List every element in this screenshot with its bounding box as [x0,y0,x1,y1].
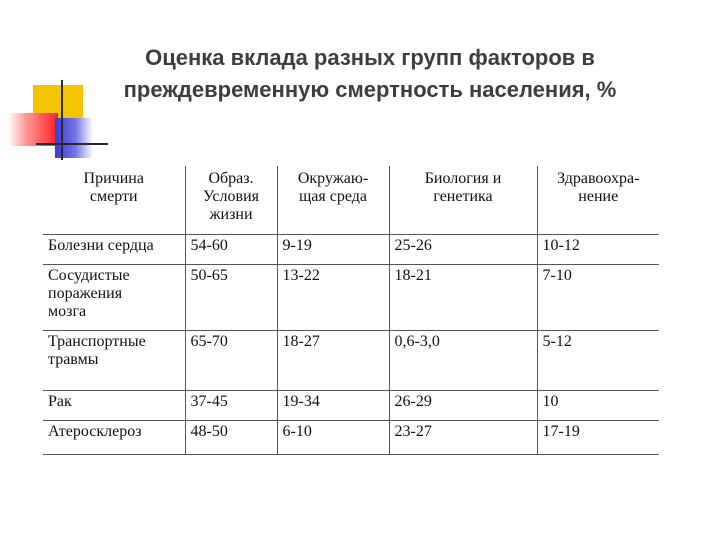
cell-cause: Рак [43,390,186,421]
cell-environment: 6-10 [276,420,390,455]
cell-cause: Сосудистые поражения мозга [43,264,186,331]
header-biology: Биология и генетика [388,166,538,235]
decor-horizontal-line [36,143,108,145]
cell-biology: 23-27 [388,420,538,455]
factors-table: Причина смерти Образ. Условия жизни Окру… [43,166,659,455]
cell-healthcare: 17-19 [536,420,659,455]
cell-healthcare: 7-10 [536,264,659,331]
cell-biology: 25-26 [388,234,538,265]
cell-lifestyle: 37-45 [184,390,278,421]
cell-healthcare: 10-12 [536,234,659,265]
header-healthcare: Здравоохра- нение [536,166,659,235]
cell-biology: 26-29 [388,390,538,421]
cell-healthcare: 5-12 [536,330,659,391]
table-row: Болезни сердца 54-60 9-19 25-26 10-12 [43,234,659,265]
cell-environment: 18-27 [276,330,390,391]
header-lifestyle: Образ. Условия жизни [184,166,278,235]
cell-lifestyle: 48-50 [184,420,278,455]
table-header-row: Причина смерти Образ. Условия жизни Окру… [43,166,659,235]
slide-title-line-1: Оценка вклада разных групп факторов в [145,45,595,70]
cell-cause: Болезни сердца [43,234,186,265]
cell-cause: Атеросклероз [43,420,186,455]
cell-lifestyle: 54-60 [184,234,278,265]
decor-red-gradient-bar [8,113,58,146]
table-row: Атеросклероз 48-50 6-10 23-27 17-19 [43,420,659,455]
cell-lifestyle: 65-70 [184,330,278,391]
cell-environment: 19-34 [276,390,390,421]
cell-lifestyle: 50-65 [184,264,278,331]
cell-healthcare: 10 [536,390,659,421]
table-row: Транспортные травмы 65-70 18-27 0,6-3,0 … [43,330,659,391]
header-environment: Окружаю- щая среда [276,166,390,235]
cell-biology: 18-21 [388,264,538,331]
cell-environment: 13-22 [276,264,390,331]
header-cause: Причина смерти [43,166,186,235]
slide-title-line-2: преждевременную смертность населения, % [123,77,617,102]
table-row: Рак 37-45 19-34 26-29 10 [43,390,659,421]
slide-title: Оценка вклада разных групп факторов в пр… [60,42,680,106]
cell-biology: 0,6-3,0 [388,330,538,391]
cell-cause: Транспортные травмы [43,330,186,391]
decor-vertical-line [61,80,63,160]
cell-environment: 9-19 [276,234,390,265]
table-row: Сосудистые поражения мозга 50-65 13-22 1… [43,264,659,331]
